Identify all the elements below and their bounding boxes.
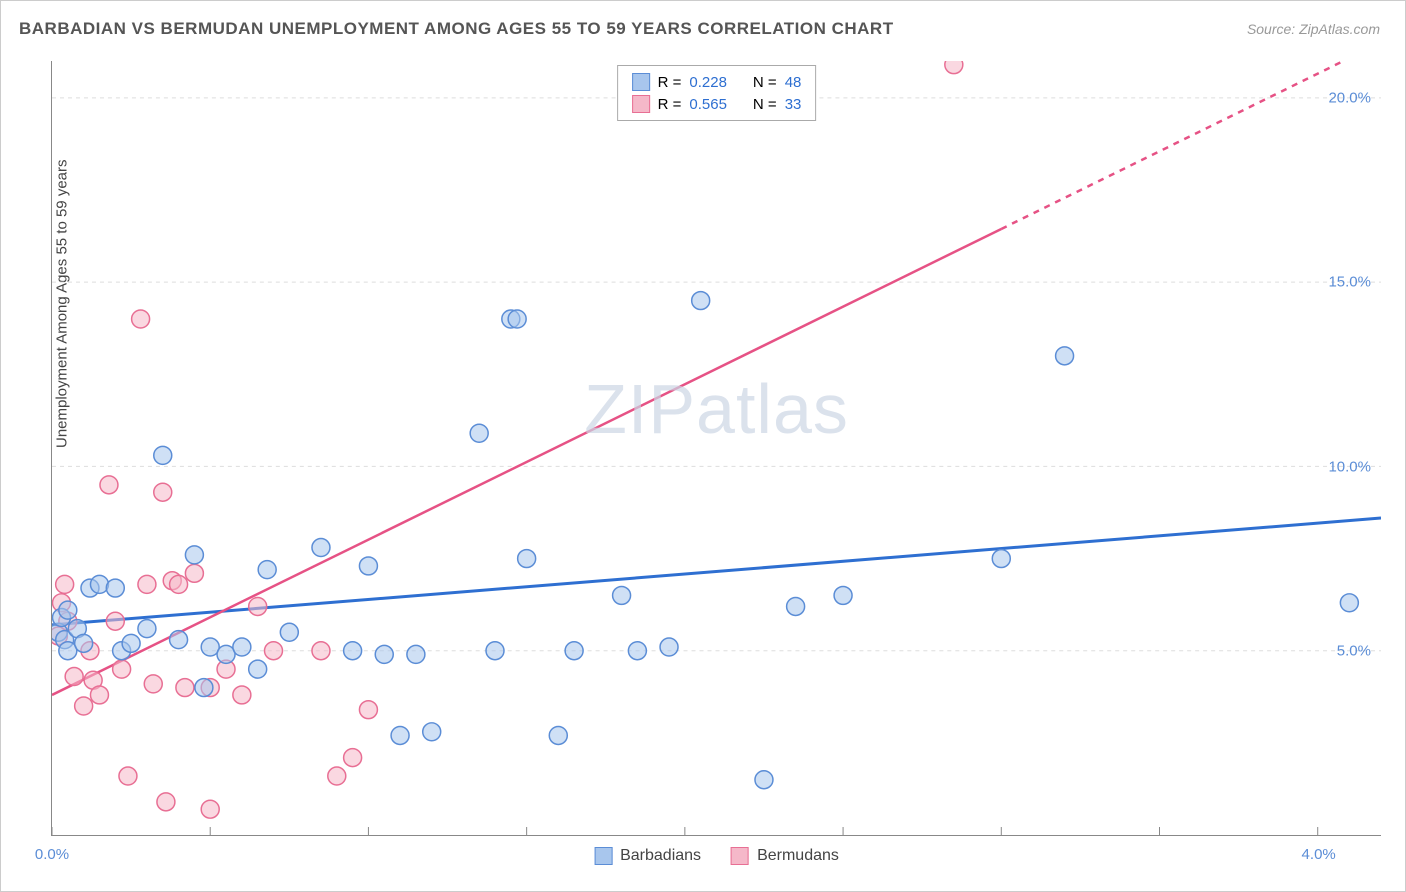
legend-label-bermudans: Bermudans bbox=[757, 847, 839, 865]
legend-swatch-blue-icon bbox=[594, 847, 612, 865]
legend-swatch-pink-icon bbox=[731, 847, 749, 865]
n-label: N = bbox=[753, 74, 777, 91]
y-tick-label: 20.0% bbox=[1328, 89, 1371, 106]
source-attribution: Source: ZipAtlas.com bbox=[1247, 21, 1380, 37]
legend-row-bermudans: R = 0.565 N = 33 bbox=[632, 93, 802, 115]
legend-item-bermudans: Bermudans bbox=[731, 847, 839, 865]
legend-label-barbadians: Barbadians bbox=[620, 847, 701, 865]
r-label: R = bbox=[658, 74, 682, 91]
r-value-bermudans: 0.565 bbox=[689, 96, 727, 113]
chart-title: BARBADIAN VS BERMUDAN UNEMPLOYMENT AMONG… bbox=[19, 19, 894, 39]
n-label: N = bbox=[753, 96, 777, 113]
n-value-barbadians: 48 bbox=[785, 74, 802, 91]
y-tick-label: 5.0% bbox=[1337, 643, 1371, 660]
legend-swatch-blue bbox=[632, 73, 650, 91]
x-tick-label: 0.0% bbox=[35, 846, 69, 863]
legend-item-barbadians: Barbadians bbox=[594, 847, 701, 865]
r-value-barbadians: 0.228 bbox=[689, 74, 727, 91]
scatter-plot-svg bbox=[52, 61, 1381, 835]
n-value-bermudans: 33 bbox=[785, 96, 802, 113]
legend-row-barbadians: R = 0.228 N = 48 bbox=[632, 71, 802, 93]
y-tick-label: 10.0% bbox=[1328, 458, 1371, 475]
legend-swatch-pink bbox=[632, 95, 650, 113]
y-tick-label: 15.0% bbox=[1328, 274, 1371, 291]
correlation-legend: R = 0.228 N = 48 R = 0.565 N = 33 bbox=[617, 65, 817, 121]
series-legend: Barbadians Bermudans bbox=[594, 847, 839, 865]
chart-container: BARBADIAN VS BERMUDAN UNEMPLOYMENT AMONG… bbox=[0, 0, 1406, 892]
r-label: R = bbox=[658, 96, 682, 113]
x-tick-label: 4.0% bbox=[1302, 846, 1336, 863]
plot-area: Unemployment Among Ages 55 to 59 years Z… bbox=[51, 61, 1381, 836]
